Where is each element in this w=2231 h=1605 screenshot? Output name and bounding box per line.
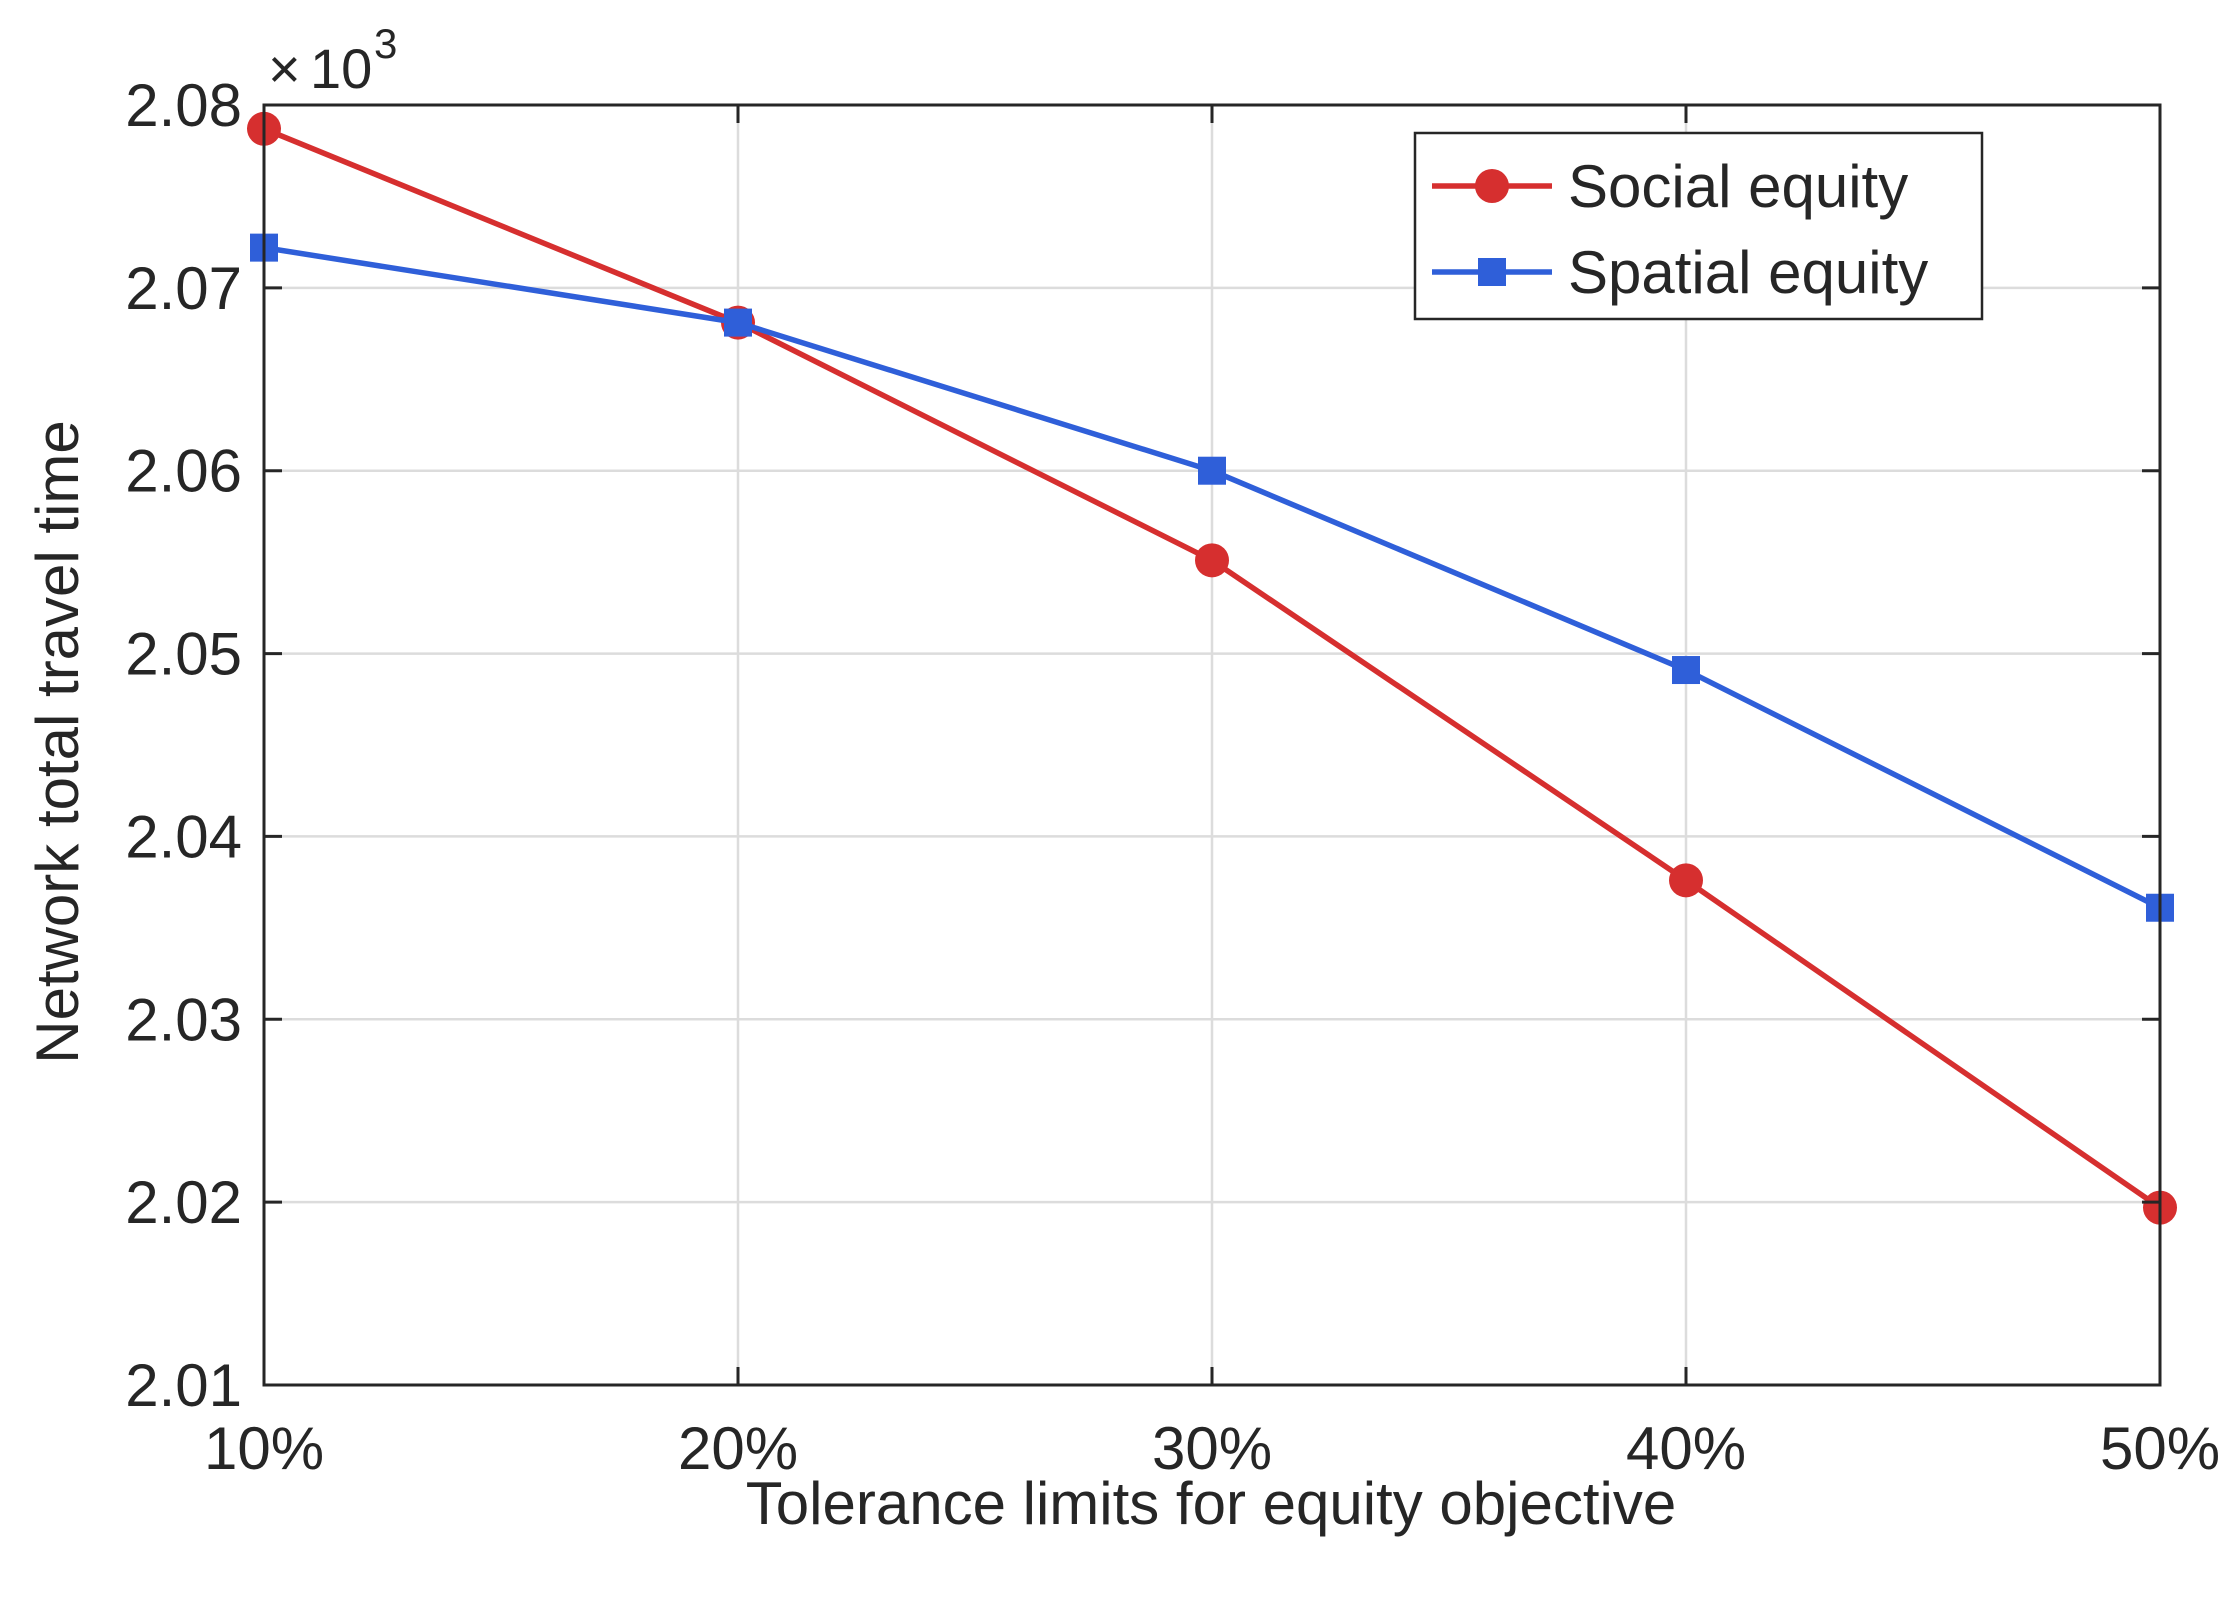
legend-marker-social-equity [1475,169,1509,203]
y-exponent-base: 10 [310,37,372,100]
y-tick-label: 2.05 [125,621,242,688]
ticks: 10% 20% 30% 40% 50% 2.01 2.02 2.03 2.04 2.05 2.06 2… [125,72,2220,1482]
x-axis-title: Tolerance limits for equity objective [746,1470,1676,1537]
x-tick-label: 30% [1152,1415,1272,1482]
y-tick-label: 2.02 [125,1169,242,1236]
y-tick-label: 2.06 [125,438,242,505]
y-tick-label: 2.07 [125,255,242,322]
y-exponent-power: 3 [374,20,397,67]
x-tick-label: 40% [1626,1415,1746,1482]
y-exponent-multiplier: × [268,37,301,100]
y-axis-title: Network total travel time [24,420,91,1064]
data-point-spatial-equity [724,308,752,337]
data-point-spatial-equity [1198,456,1226,485]
x-tick-label: 10% [204,1415,324,1482]
data-point-social-equity [1669,863,1703,898]
y-tick-label: 2.01 [125,1352,242,1419]
x-tick-label: 20% [678,1415,798,1482]
legend-label-social-equity: Social equity [1568,153,1908,220]
y-tick-label: 2.04 [125,803,242,870]
legend-box [1413,131,1984,321]
legend: Social equity Spatial equity [1413,131,1984,321]
data-point-spatial-equity [1672,656,1700,685]
x-tick-label: 50% [2100,1415,2220,1482]
legend-label-spatial-equity: Spatial equity [1568,239,1928,306]
data-point-social-equity [1195,543,1229,578]
y-tick-label: 2.03 [125,986,242,1053]
legend-marker-spatial-equity [1478,258,1506,286]
y-tick-label: 2.08 [125,72,242,139]
